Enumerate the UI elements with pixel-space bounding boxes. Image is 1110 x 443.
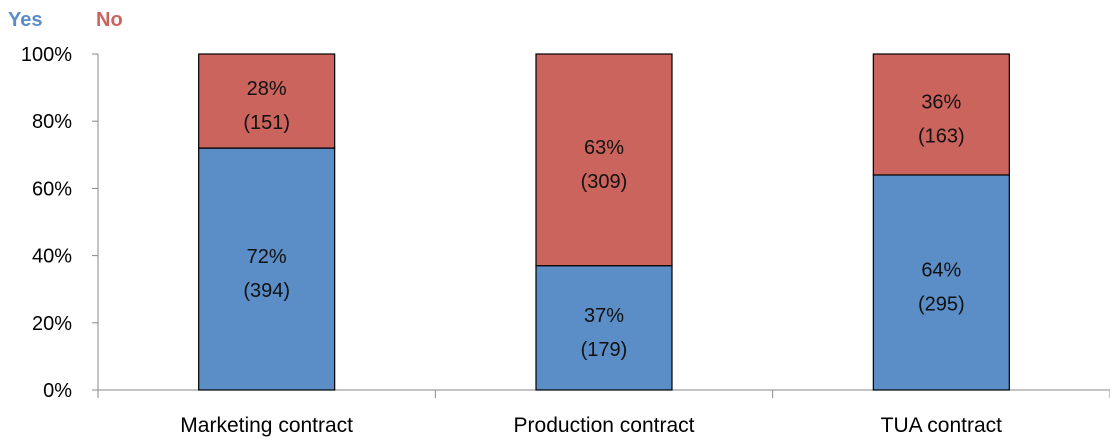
data-label-count: (151) [243,112,290,134]
data-label-percent: 72% [247,246,287,268]
y-axis: 0% 20% 40% 60% 80% 100% [21,44,99,402]
data-label-percent: 28% [247,78,287,100]
x-category-label: Marketing contract [180,414,353,437]
y-tick-label: 80% [32,111,72,133]
data-labels: 72% (394) 28% (151) 37% (179) 63% (309) 64% (295)… [243,78,964,361]
y-tick-label: 100% [21,44,72,66]
x-category-label: TUA contract [881,414,1003,437]
data-label-count: (394) [243,280,290,302]
data-label-percent: 63% [584,137,624,159]
bar-no-tua-contract [872,53,1010,176]
data-label-percent: 37% [584,305,624,327]
x-category-label: Production contract [514,414,695,437]
data-label-count: (309) [581,171,628,193]
y-tick-label: 20% [32,313,72,335]
x-axis: Marketing contract Production contract TUA… [97,389,1110,437]
data-label-percent: 64% [921,259,961,281]
data-label-count: (179) [581,339,628,361]
data-label-percent: 36% [921,91,961,113]
legend-item-yes: Yes [8,9,42,31]
bar-yes-production-contract [535,265,673,391]
legend-item-no: No [96,9,123,31]
y-tick-label: 40% [32,246,72,268]
data-label-count: (163) [918,125,965,147]
bar-yes-marketing-contract [198,147,336,391]
legend: Yes No [8,9,123,31]
bar-no-production-contract [535,53,673,267]
bar-yes-tua-contract [872,174,1010,391]
data-label-count: (295) [918,293,965,315]
y-tick-label: 60% [32,178,72,200]
bar-no-marketing-contract [198,53,336,149]
y-tick-label: 0% [43,380,72,402]
bars [198,53,1010,391]
